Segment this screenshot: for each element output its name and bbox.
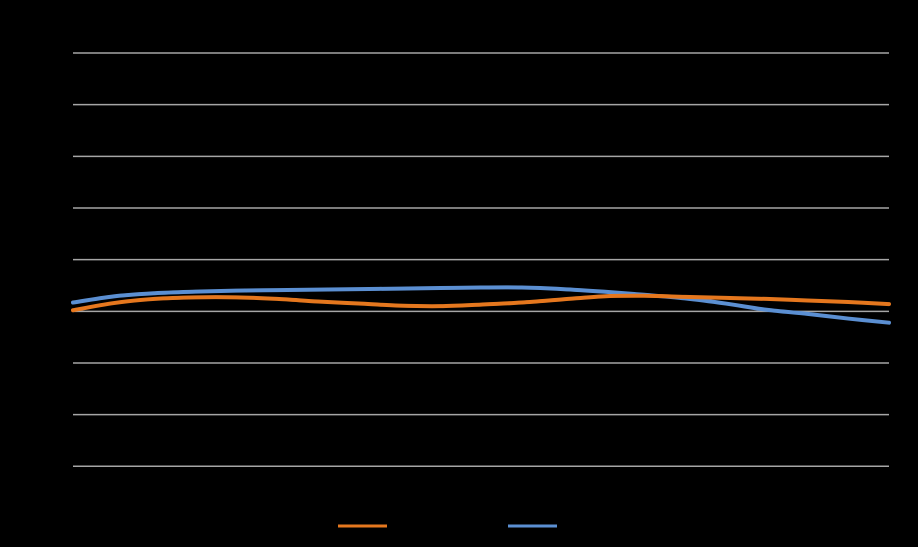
gridlines [73, 52, 889, 468]
series-line-blue-series [71, 285, 891, 325]
series-line-orange-series [71, 293, 891, 313]
